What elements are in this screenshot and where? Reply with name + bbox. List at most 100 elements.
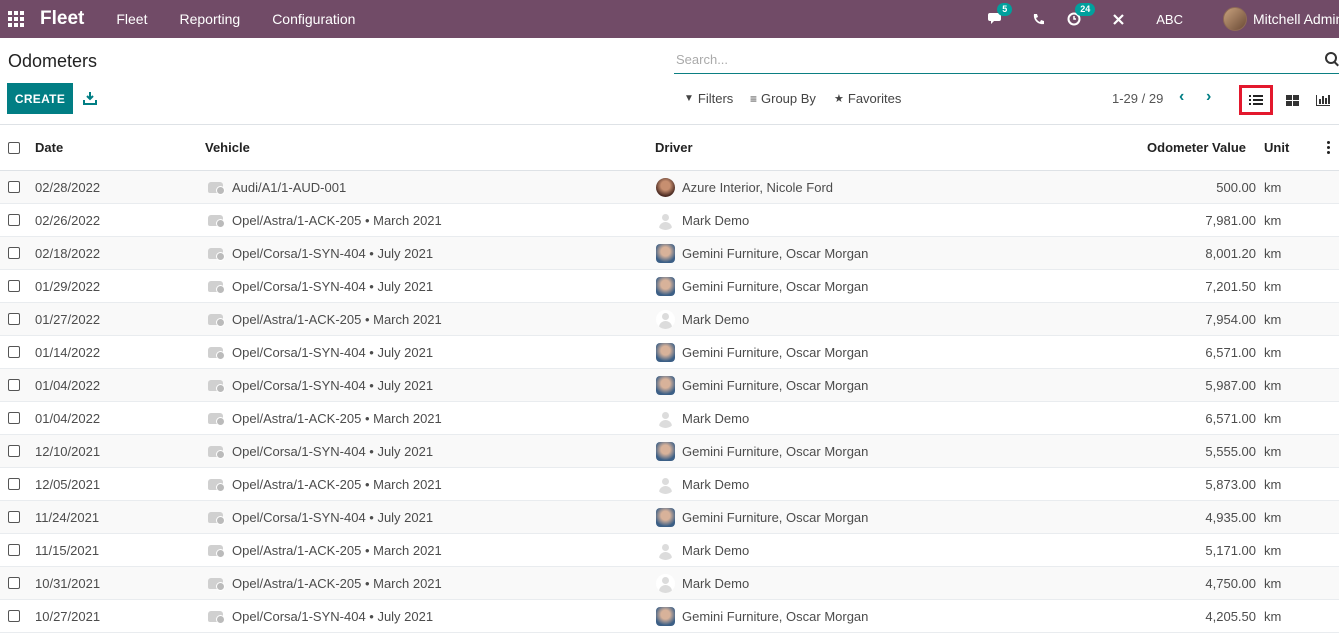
cell-vehicle: Opel/Astra/1-ACK-205 • March 2021 [232,311,442,327]
cell-unit: km [1264,608,1282,624]
column-odometer-value[interactable]: Odometer Value [1147,140,1246,155]
optional-columns-icon[interactable] [1327,141,1330,154]
kanban-view-button[interactable] [1275,85,1309,115]
driver-avatar [656,441,675,461]
cell-date: 01/04/2022 [35,377,101,393]
cell-odometer-value: 6,571.00 [1205,344,1256,360]
filters-button[interactable]: ▼ Filters [684,91,733,106]
table-row[interactable]: 12/05/2021 Opel/Astra/1-ACK-205 • March 2… [0,468,1339,501]
cell-date: 01/27/2022 [35,311,101,327]
user-avatar[interactable] [1223,7,1247,31]
table-row[interactable]: 01/14/2022 Opel/Corsa/1-SYN-404 • July 20… [0,336,1339,369]
column-driver[interactable]: Driver [655,140,693,155]
select-all-checkbox[interactable] [8,141,20,154]
pager-previous-icon[interactable]: ‹ [1179,88,1185,105]
cell-unit: km [1264,311,1282,327]
cell-odometer-value: 4,750.00 [1205,575,1256,591]
menu-fleet[interactable]: Fleet [116,11,148,27]
create-button[interactable]: CREATE [7,83,73,114]
row-checkbox[interactable] [8,511,20,523]
cell-unit: km [1264,245,1282,261]
cell-driver: Gemini Furniture, Oscar Morgan [682,245,869,261]
row-checkbox[interactable] [8,445,20,457]
apps-menu-icon[interactable] [8,11,24,27]
cell-vehicle: Opel/Corsa/1-SYN-404 • July 2021 [232,509,434,525]
pager-value[interactable]: 1-29 / 29 [1112,91,1164,106]
table-row[interactable]: 01/27/2022 Opel/Astra/1-ACK-205 • March 2… [0,303,1339,336]
table-row[interactable]: 11/15/2021 Opel/Astra/1-ACK-205 • March 2… [0,534,1339,567]
graph-view-button[interactable] [1306,85,1339,115]
column-unit[interactable]: Unit [1264,140,1290,155]
table-row[interactable]: 10/27/2021 Opel/Corsa/1-SYN-404 • July 20… [0,600,1339,633]
cell-odometer-value: 5,555.00 [1205,443,1256,459]
search-input[interactable] [674,48,1294,70]
table-row[interactable]: 10/31/2021 Opel/Astra/1-ACK-205 • March 2… [0,567,1339,600]
cell-driver: Mark Demo [682,476,750,492]
cell-date: 11/15/2021 [35,542,100,558]
list-view-button[interactable] [1239,85,1273,115]
cell-vehicle: Opel/Corsa/1-SYN-404 • July 2021 [232,344,434,360]
app-brand[interactable]: Fleet [40,8,85,29]
table-row[interactable]: 11/24/2021 Opel/Corsa/1-SYN-404 • July 20… [0,501,1339,534]
download-icon[interactable] [83,91,97,105]
column-date[interactable]: Date [35,140,64,155]
table-row[interactable]: 01/04/2022 Opel/Astra/1-ACK-205 • March 2… [0,402,1339,435]
driver-avatar [656,540,675,560]
car-icon [208,610,225,624]
table-row[interactable]: 02/26/2022 Opel/Astra/1-ACK-205 • March 2… [0,204,1339,237]
car-icon [208,379,225,393]
row-checkbox[interactable] [8,280,20,292]
row-checkbox[interactable] [8,346,20,358]
cell-driver: Mark Demo [682,311,750,327]
cell-driver: Gemini Furniture, Oscar Morgan [682,344,869,360]
cell-odometer-value: 5,987.00 [1205,377,1256,393]
car-icon [208,478,225,492]
cell-date: 01/04/2022 [35,410,101,426]
table-row[interactable]: 02/18/2022 Opel/Corsa/1-SYN-404 • July 20… [0,237,1339,270]
row-checkbox[interactable] [8,379,20,391]
cell-odometer-value: 5,171.00 [1205,542,1256,558]
table-row[interactable]: 02/28/2022 Audi/A1/1-AUD-001 Azure Interio… [0,171,1339,204]
table-row[interactable]: 12/10/2021 Opel/Corsa/1-SYN-404 • July 20… [0,435,1339,468]
row-checkbox[interactable] [8,577,20,589]
activities-icon[interactable]: 24 [1064,3,1096,29]
cell-date: 01/29/2022 [35,278,101,294]
cell-vehicle: Opel/Corsa/1-SYN-404 • July 2021 [232,278,434,294]
messages-icon[interactable]: 5 [986,3,1013,29]
driver-avatar [656,276,675,296]
row-checkbox[interactable] [8,610,20,622]
group-by-button[interactable]: ≡ Group By [750,91,816,106]
row-checkbox[interactable] [8,313,20,325]
car-icon [208,247,225,261]
cell-date: 10/31/2021 [35,575,101,591]
phone-icon[interactable] [1028,9,1048,29]
pager-next-icon[interactable]: › [1206,88,1212,105]
table-row[interactable]: 01/29/2022 Opel/Corsa/1-SYN-404 • July 20… [0,270,1339,303]
driver-avatar [656,474,675,494]
menu-configuration[interactable]: Configuration [272,11,356,27]
row-checkbox[interactable] [8,478,20,490]
car-icon [208,181,225,195]
row-checkbox[interactable] [8,181,20,193]
search-icon[interactable] [1325,52,1337,64]
row-checkbox[interactable] [8,412,20,424]
driver-avatar [656,342,675,362]
row-checkbox[interactable] [8,214,20,226]
tools-icon[interactable] [1108,9,1128,29]
cell-vehicle: Opel/Astra/1-ACK-205 • March 2021 [232,542,442,558]
cell-vehicle: Opel/Corsa/1-SYN-404 • July 2021 [232,608,434,624]
menu-reporting[interactable]: Reporting [179,11,241,27]
row-checkbox[interactable] [8,544,20,556]
cell-unit: km [1264,179,1282,195]
user-menu[interactable]: Mitchell Admin [1253,11,1339,27]
cell-date: 01/14/2022 [35,344,101,360]
car-icon [208,511,225,525]
table-row[interactable]: 01/04/2022 Opel/Corsa/1-SYN-404 • July 20… [0,369,1339,402]
company-switcher[interactable]: ABC [1156,11,1183,27]
cell-vehicle: Opel/Astra/1-ACK-205 • March 2021 [232,476,442,492]
row-checkbox[interactable] [8,247,20,259]
column-vehicle[interactable]: Vehicle [205,140,250,155]
favorites-button[interactable]: ★ Favorites [834,91,901,106]
cell-date: 11/24/2021 [35,509,100,525]
cell-driver: Mark Demo [682,410,750,426]
